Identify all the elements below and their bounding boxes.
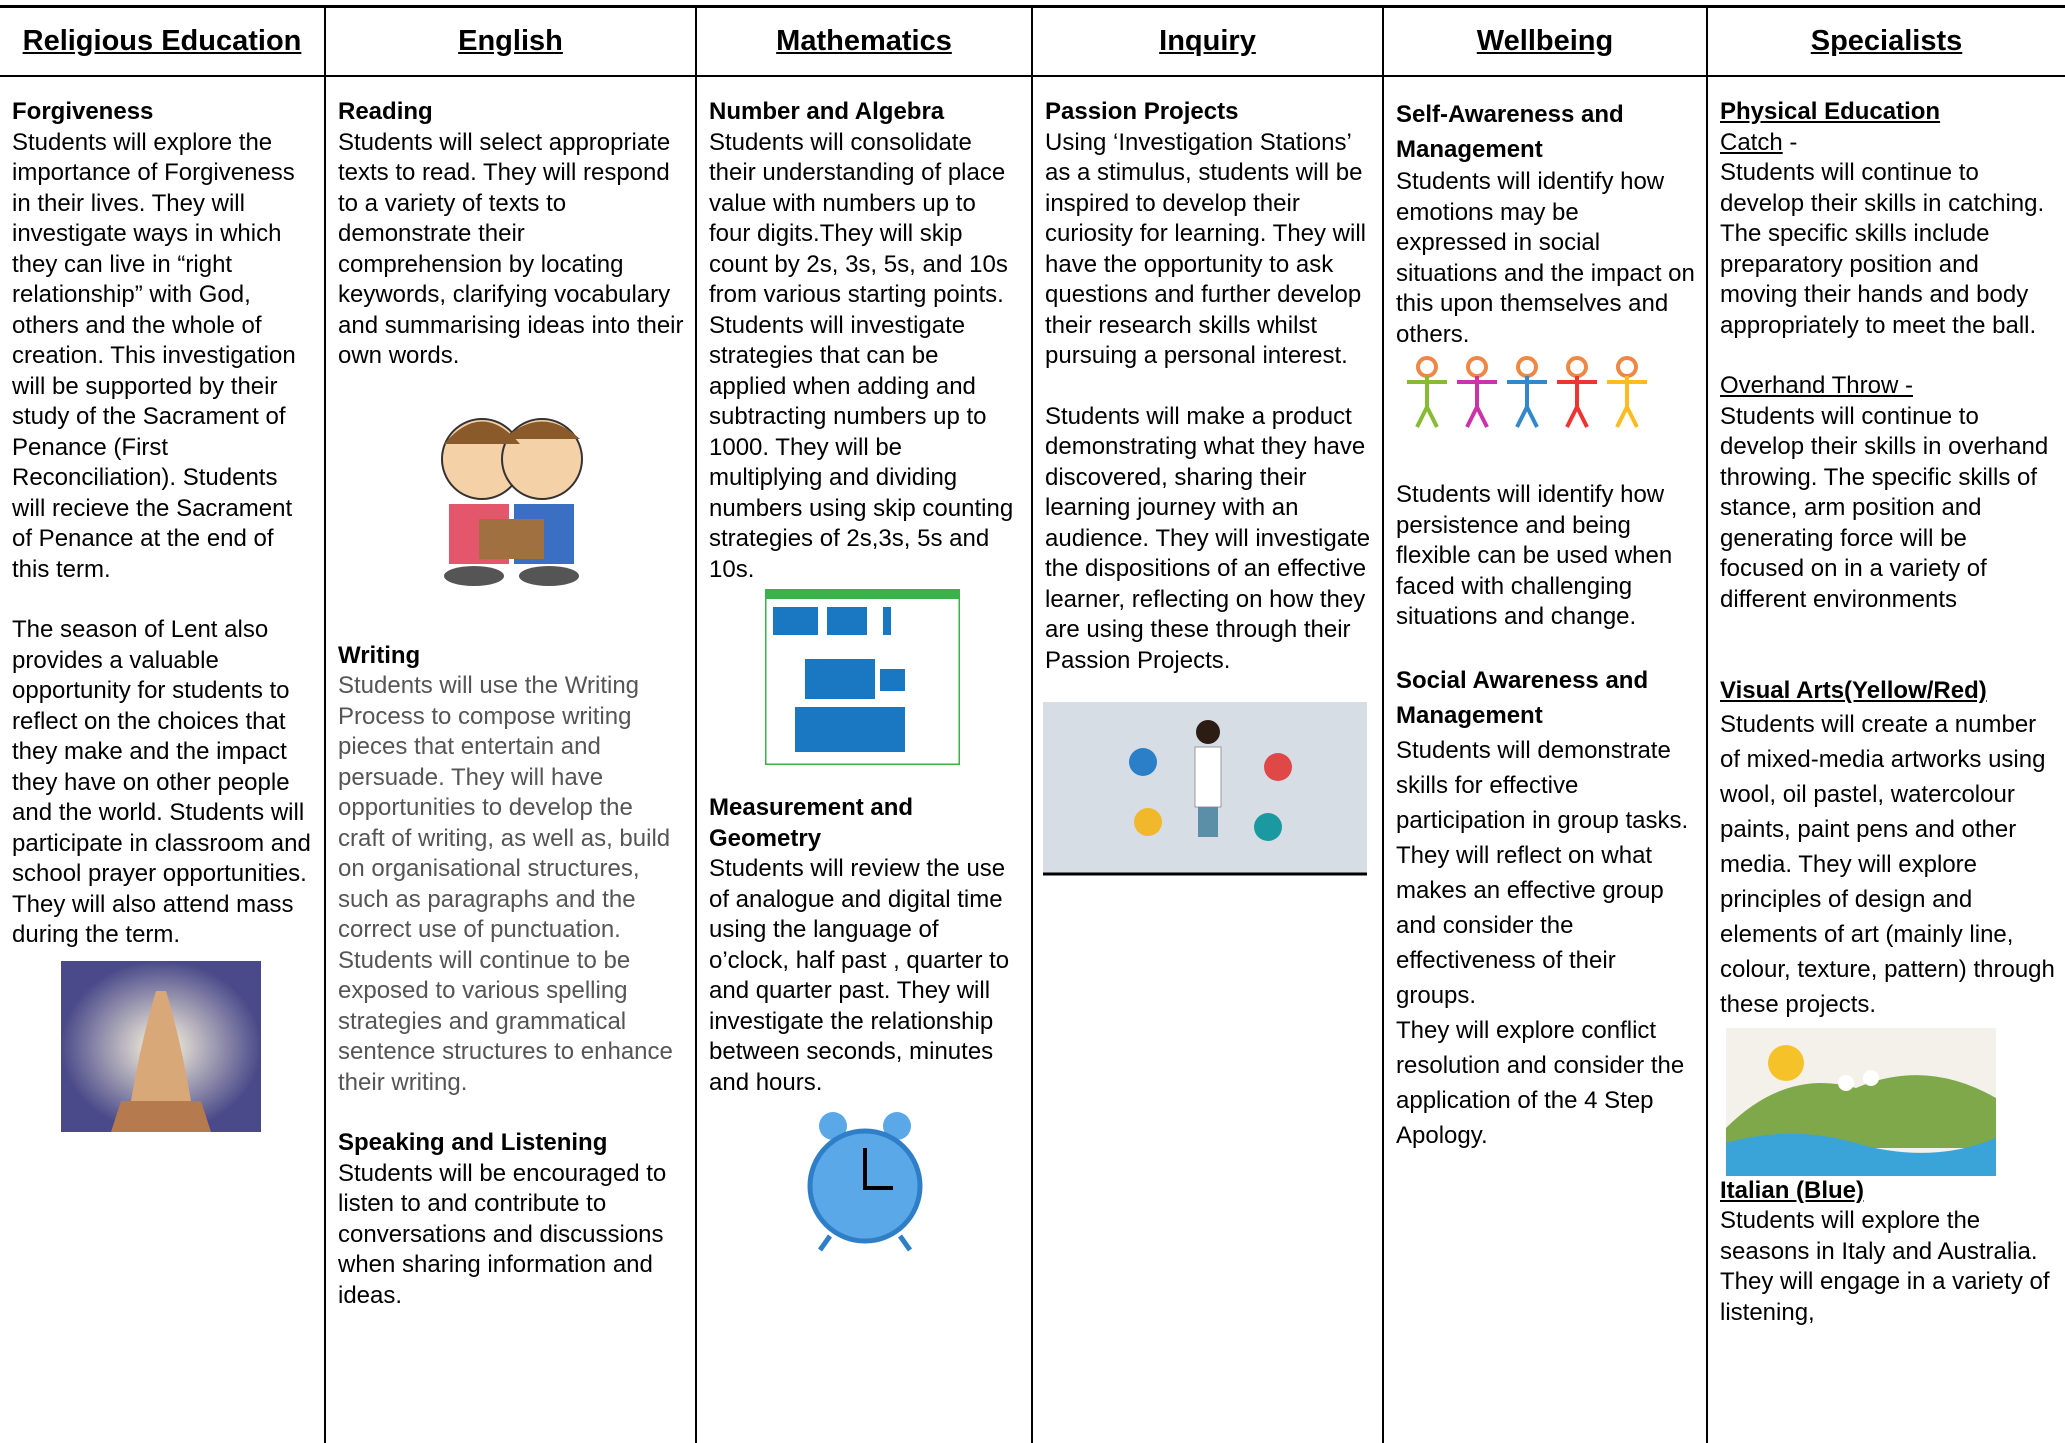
column-title: Wellbeing [1384, 8, 1706, 77]
heading: Forgiveness [12, 98, 154, 125]
heading: Writing [338, 641, 421, 669]
paragraph: Students will explore the importance of … [12, 128, 296, 583]
paragraph: Students will continue to develop their … [1720, 402, 2049, 613]
artwork-image [1726, 1027, 1996, 1176]
reading-kids-image [441, 417, 583, 586]
base-ten-blocks-image [765, 589, 960, 765]
subheading: Overhand Throw - [1720, 372, 1913, 399]
scientist-image [1043, 702, 1367, 876]
paragraph: The season of Lent also provides a valua… [12, 616, 311, 948]
column-title: Religious Education [0, 8, 324, 77]
paragraph: Students will create a number of mixed-m… [1720, 710, 2055, 1018]
paragraph: Students will use the Writing Process to… [338, 672, 673, 1096]
subheading: Catch [1720, 128, 1783, 156]
heading: Physical Education [1720, 98, 1941, 125]
heading: Italian (Blue) [1720, 1176, 1865, 1204]
column: Wellbeing Self-Awareness and Management … [1382, 8, 1706, 1443]
clock-image [807, 1112, 923, 1252]
paragraph: Students will identify how persistence a… [1396, 481, 1673, 630]
column-title: Inquiry [1033, 8, 1382, 77]
paragraph: Students will be encouraged to listen to… [338, 1159, 667, 1309]
paragraph: Students will identify how emotions may … [1396, 168, 1695, 348]
paragraph: Students will review the use of analogue… [709, 855, 1010, 1096]
paragraph: Students will make a product demonstrati… [1045, 402, 1371, 674]
column-title: Specialists [1708, 8, 2065, 77]
column: Mathematics Number and Algebra Students … [695, 8, 1031, 1443]
paragraph: Students will select appropriate texts t… [338, 128, 684, 370]
column-title: Mathematics [697, 8, 1031, 77]
column: Inquiry Passion Projects Using ‘Investig… [1031, 8, 1382, 1443]
column: Specialists Physical Education Catch - S… [1706, 8, 2065, 1443]
paragraph: Students will explore the seasons in Ita… [1720, 1207, 2050, 1326]
heading: Speaking and Listening [338, 1129, 608, 1156]
praying-hands-image [61, 960, 261, 1132]
heading: Reading [338, 98, 433, 125]
stick-figures-image [1407, 356, 1647, 428]
paragraph: Students will demonstrate skills for eff… [1396, 736, 1689, 1009]
column-title: English [326, 8, 695, 77]
paragraph: Students will continue to develop their … [1720, 159, 2045, 339]
subheading-suffix: - [1782, 128, 1798, 156]
heading: Self-Awareness and Management [1396, 101, 1624, 163]
heading: Passion Projects [1045, 98, 1239, 125]
paragraph: Students will consolidate their understa… [709, 128, 1014, 583]
heading: Measurement and Geometry [709, 794, 914, 852]
paragraph: They will explore conflict resolution an… [1396, 1016, 1685, 1149]
column: Religious Education Forgiveness Students… [0, 8, 324, 1443]
heading: Visual Arts(Yellow/Red) [1720, 677, 1987, 704]
heading: Number and Algebra [709, 98, 945, 125]
heading: Social Awareness and Management [1396, 666, 1649, 729]
curriculum-table: Religious Education Forgiveness Students… [0, 5, 2065, 1443]
column: English Reading Students will select app… [324, 8, 695, 1443]
paragraph: Using ‘Investigation Stations’ as a stim… [1045, 128, 1367, 370]
